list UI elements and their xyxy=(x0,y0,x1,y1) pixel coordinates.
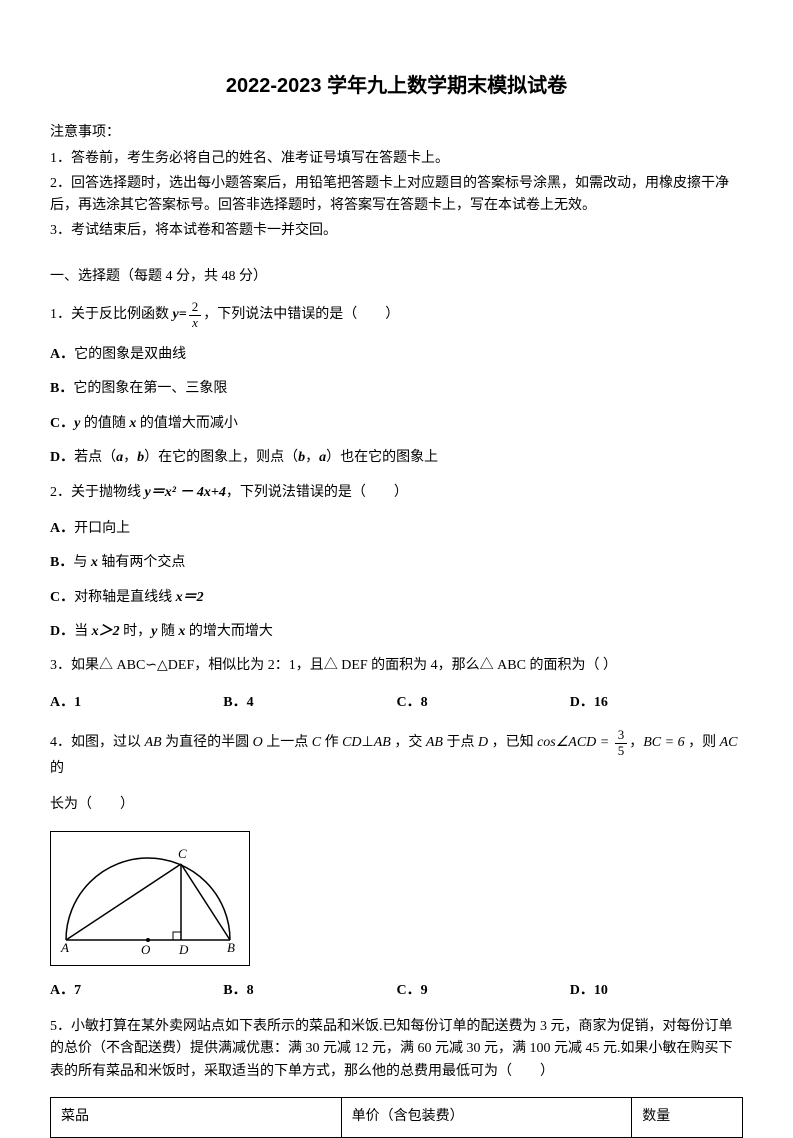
question-2: 2．关于抛物线 y＝x² － 4x+4，下列说法错误的是（ ） xyxy=(50,482,743,504)
q1-frac-num: 2 xyxy=(189,300,202,315)
q4-b: 为直径的半圆 xyxy=(162,735,253,750)
q4-option-a: A．7 xyxy=(50,980,223,1002)
q1-stem-c: ，下列说法中错误的是（ ） xyxy=(203,307,399,322)
q2-option-c: C．对称轴是直线线 x＝2 xyxy=(50,587,743,609)
q1-optC-y: y xyxy=(74,416,80,431)
q2-optD-mid2: 随 xyxy=(157,624,178,639)
semicircle-diagram: A B C O D xyxy=(51,832,249,965)
q4-h: ， xyxy=(629,735,643,750)
q2-optD-pre: 当 xyxy=(74,624,92,639)
table-row: 菜品 单价（含包装费） 数量 xyxy=(51,1098,743,1137)
fig-label-A: A xyxy=(60,940,69,955)
q1-optD-pre: 若点（ xyxy=(74,450,116,465)
question-4: 4．如图，过以 AB 为直径的半圆 O 上一点 C 作 CD⊥AB ，交 AB … xyxy=(50,728,743,780)
q4-CD: CD xyxy=(342,735,361,750)
q4-option-b: B．8 xyxy=(223,980,396,1002)
fig-label-C: C xyxy=(178,846,187,861)
notice-header: 注意事项： xyxy=(50,122,743,144)
q4-j: 的 xyxy=(50,761,64,776)
q4-AC: AC xyxy=(720,735,738,750)
q1-optB-text: 它的图象在第一、三象限 xyxy=(73,381,227,396)
q4-D: D xyxy=(478,735,488,750)
q4-options-row: A．7 B．8 C．9 D．10 xyxy=(50,980,743,1002)
q1-fraction: 2x xyxy=(189,300,202,330)
q1-option-c: C．y 的值随 x 的值增大而减小 xyxy=(50,413,743,435)
q2-optC-eq: x＝2 xyxy=(176,590,204,605)
q4-line2: 长为（ ） xyxy=(50,794,743,816)
q4-AB2: AB xyxy=(374,735,391,750)
q4-figure: A B C O D xyxy=(50,831,250,966)
q2-stem-a: 2．关于抛物线 xyxy=(50,485,145,500)
q1-optA-text: 它的图象是双曲线 xyxy=(74,347,186,362)
q4-perp: ⊥ xyxy=(362,735,374,750)
q4-c: 上一点 xyxy=(263,735,312,750)
q3-option-d: D．16 xyxy=(570,692,743,714)
q4-AB3: AB xyxy=(426,735,443,750)
question-5: 5．小敏打算在某外卖网站点如下表所示的菜品和米饭.已知每份订单的配送费为 3 元… xyxy=(50,1016,743,1083)
q4-BC: BC = 6 xyxy=(643,735,684,750)
q1-optD-m3: ， xyxy=(305,450,319,465)
q2-option-a: A．开口向上 xyxy=(50,518,743,540)
q1-option-d: D．若点（a，b）在它的图象上，则点（b，a）也在它的图象上 xyxy=(50,447,743,469)
table-col-2: 单价（含包装费） xyxy=(341,1098,632,1137)
q2-optD-cond: x＞2 xyxy=(92,624,120,639)
q4-frac-num: 3 xyxy=(615,728,628,743)
q4-d: 作 xyxy=(321,735,342,750)
q4-frac-den: 5 xyxy=(615,744,628,758)
q4-f: 于点 xyxy=(443,735,478,750)
section-1-header: 一、选择题（每题 4 分，共 48 分） xyxy=(50,266,743,288)
q2-eq: y＝x² － 4x+4 xyxy=(145,485,226,500)
q1-option-b: B．它的图象在第一、三象限 xyxy=(50,378,743,400)
q2-optD-mid: 时， xyxy=(120,624,152,639)
q1-frac-den: x xyxy=(189,316,202,330)
q2-optC-pre: 对称轴是直线线 xyxy=(74,590,176,605)
q2-optA-text: 开口向上 xyxy=(74,521,130,536)
q2-option-b: B．与 x 轴有两个交点 xyxy=(50,552,743,574)
q4-a: 4．如图，过以 xyxy=(50,735,145,750)
notice-item-1: 1．答卷前，考生务必将自己的姓名、准考证号填写在答题卡上。 xyxy=(50,148,743,170)
q1-y-eq: y= xyxy=(173,307,187,322)
q1-optD-m1: ， xyxy=(123,450,137,465)
q3-option-b: B．4 xyxy=(223,692,396,714)
q4-e: ，交 xyxy=(391,735,426,750)
q1-optD-end: ）也在它的图象上 xyxy=(326,450,438,465)
q4-option-c: C．9 xyxy=(397,980,570,1002)
question-3: 3．如果△ ABC∽△DEF，相似比为 2：1，且△ DEF 的面积为 4，那么… xyxy=(50,655,743,677)
q3-options-row: A．1 B．4 C．8 D．16 xyxy=(50,692,743,714)
q4-C: C xyxy=(312,735,321,750)
fig-label-B: B xyxy=(227,940,235,955)
fig-label-D: D xyxy=(178,942,189,957)
q2-option-d: D．当 x＞2 时，y 随 x 的增大而增大 xyxy=(50,621,743,643)
q1-stem-a: 1．关于反比例函数 xyxy=(50,307,173,322)
q2-optD-post: 的增大而增大 xyxy=(185,624,273,639)
notice-item-2: 2．回答选择题时，选出每小题答案后，用铅笔把答题卡上对应题目的答案标号涂黑，如需… xyxy=(50,173,743,218)
q4-AB: AB xyxy=(145,735,162,750)
q4-g: ，已知 xyxy=(488,735,537,750)
q4-cos: cos∠ACD = xyxy=(537,735,613,750)
q2-stem-b: ，下列说法错误的是（ ） xyxy=(226,485,408,500)
q4-i: ，则 xyxy=(685,735,720,750)
q4-option-d: D．10 xyxy=(570,980,743,1002)
notice-item-3: 3．考试结束后，将本试卷和答题卡一并交回。 xyxy=(50,220,743,242)
fig-label-O: O xyxy=(141,942,151,957)
q2-optB-x: x xyxy=(91,555,98,570)
q1-optC-rest: 的值增大而减小 xyxy=(136,416,238,431)
table-col-1: 菜品 xyxy=(51,1098,342,1137)
q1-optC-pre: 的值随 xyxy=(84,416,130,431)
q2-optB-post: 轴有两个交点 xyxy=(98,555,186,570)
q3-option-a: A．1 xyxy=(50,692,223,714)
q3-option-c: C．8 xyxy=(397,692,570,714)
q5-table: 菜品 单价（含包装费） 数量 xyxy=(50,1097,743,1137)
q1-option-a: A．它的图象是双曲线 xyxy=(50,344,743,366)
question-1: 1．关于反比例函数 y=2x，下列说法中错误的是（ ） xyxy=(50,300,743,330)
q1-optD-m2: ）在它的图象上，则点（ xyxy=(144,450,298,465)
table-col-3: 数量 xyxy=(632,1098,743,1137)
exam-title: 2022-2023 学年九上数学期末模拟试卷 xyxy=(50,70,743,102)
q2-optB-pre: 与 xyxy=(73,555,91,570)
q4-O: O xyxy=(253,735,263,750)
q4-fraction: 35 xyxy=(615,728,628,758)
